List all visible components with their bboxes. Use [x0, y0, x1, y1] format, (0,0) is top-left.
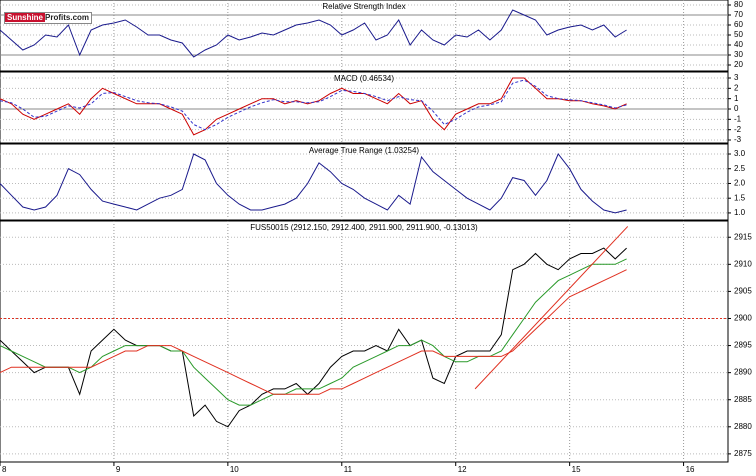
- y-tick-label: 0: [734, 104, 739, 113]
- y-tick-label: 30: [734, 50, 743, 59]
- series-line: [0, 77, 627, 136]
- series-line: [0, 153, 627, 214]
- logo: Sunshine Profits.com: [4, 12, 93, 24]
- panel-frame: [0, 71, 729, 144]
- y-tick-label: 2: [734, 83, 739, 92]
- panel-frame: [0, 220, 729, 463]
- trend-line: [474, 226, 629, 390]
- y-tick-label: 2905: [734, 287, 752, 296]
- y-tick-label: -1: [734, 114, 742, 123]
- y-tick-label: 2875: [734, 449, 752, 458]
- x-tick-label: 12: [458, 465, 467, 474]
- x-tick-label: 15: [572, 465, 581, 474]
- y-tick-label: 1: [734, 94, 739, 103]
- y-tick-label: 2890: [734, 368, 752, 377]
- logo-part: Profits.com: [45, 13, 90, 22]
- panel-title: Average True Range (1.03254): [309, 146, 419, 155]
- y-tick-label: 1.5: [734, 193, 746, 202]
- panel-title: Relative Strength Index: [322, 2, 405, 11]
- x-tick-label: 10: [230, 465, 239, 474]
- y-tick-label: 2915: [734, 232, 752, 241]
- y-tick-label: 1.0: [734, 208, 746, 217]
- series-line: [0, 269, 627, 395]
- series-line: [0, 258, 627, 406]
- series-line: [0, 9, 627, 58]
- y-tick-label: 2895: [734, 341, 752, 350]
- y-tick-label: 2885: [734, 395, 752, 404]
- y-tick-label: 2880: [734, 422, 752, 431]
- y-tick-label: -3: [734, 135, 742, 144]
- x-tick-label: 9: [116, 465, 121, 474]
- y-tick-label: 2.0: [734, 179, 746, 188]
- y-tick-label: 60: [734, 20, 743, 29]
- y-tick-label: 70: [734, 10, 743, 19]
- panel-title: MACD (0.46534): [334, 74, 394, 83]
- series-line: [0, 79, 627, 131]
- x-tick-label: 8: [2, 465, 7, 474]
- x-tick-label: 16: [686, 465, 695, 474]
- y-tick-label: 2.5: [734, 164, 746, 173]
- x-tick-label: 11: [344, 465, 353, 474]
- y-tick-label: 20: [734, 60, 743, 69]
- y-tick-label: 3.0: [734, 149, 746, 158]
- y-tick-label: 40: [734, 40, 743, 49]
- y-tick-label: 50: [734, 30, 743, 39]
- y-tick-label: 2910: [734, 259, 752, 268]
- panel-title: FUS50015 (2912.150, 2912.400, 2911.900, …: [250, 223, 478, 232]
- y-tick-label: 2900: [734, 314, 752, 323]
- y-tick-label: -2: [734, 125, 742, 134]
- logo-part: Sunshine: [5, 13, 46, 22]
- panel-frame: [0, 143, 729, 221]
- y-tick-label: 80: [734, 0, 743, 9]
- y-tick-label: 3: [734, 73, 739, 82]
